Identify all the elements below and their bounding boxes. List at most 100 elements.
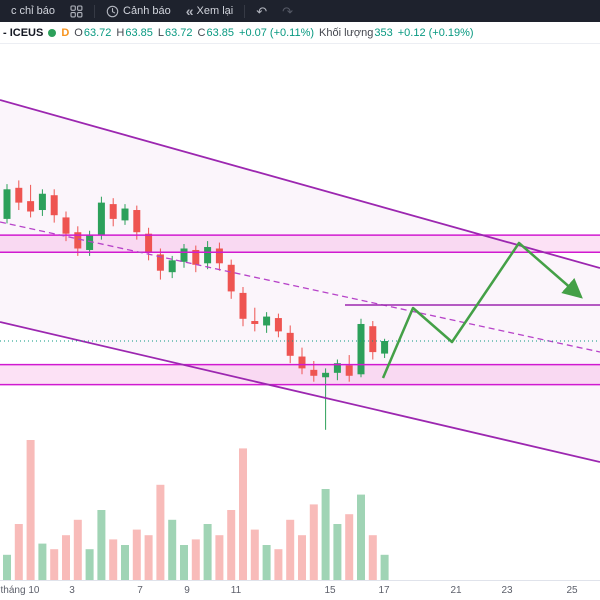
time-axis-label: 25	[566, 585, 578, 596]
time-axis-label: 11	[230, 585, 242, 596]
candle	[310, 369, 318, 376]
volume-bar	[286, 519, 295, 580]
volume-bar	[85, 549, 94, 580]
volume-bar	[309, 504, 318, 580]
low-value: L 63.72	[157, 26, 193, 39]
time-axis[interactable]: tháng 10 3 7 9 11 15 17 21 23 25	[0, 580, 600, 600]
redo-icon: ↷	[282, 3, 294, 19]
candle	[192, 249, 200, 265]
candle	[322, 372, 330, 378]
volume-bar	[262, 545, 271, 580]
redo-button[interactable]: ↷	[275, 0, 300, 22]
candle	[74, 232, 82, 249]
volume-bar	[14, 524, 23, 580]
symbol-info-bar: - ICEUS D O 63.72 H 63.85 L 63.72 C 63.85 +0…	[0, 22, 600, 44]
replay-label: Xem lại	[196, 5, 234, 17]
time-axis-label: 15	[324, 585, 336, 596]
candle	[145, 233, 153, 253]
candle	[27, 201, 35, 212]
candle	[286, 332, 294, 356]
volume-bar	[345, 514, 354, 580]
candle	[369, 326, 377, 353]
volume-bar	[321, 489, 330, 580]
volume-bar	[144, 535, 153, 580]
top-toolbar: c chỉ báo Cảnh báo « Xem lại ↶ ↷	[0, 0, 600, 22]
time-axis-label: 3	[69, 585, 75, 596]
indicators-label: c chỉ báo	[11, 5, 56, 17]
volume-bar	[26, 440, 35, 580]
volume-bar	[97, 510, 106, 580]
candle	[97, 202, 105, 236]
volume-bar	[73, 519, 82, 580]
candle	[3, 189, 11, 219]
volume-bar	[203, 524, 212, 580]
alert-clock-icon	[106, 5, 119, 18]
volume-readout: Khối lượng 353	[319, 27, 393, 39]
candle	[263, 316, 271, 326]
undo-button[interactable]: ↶	[249, 0, 274, 22]
candle	[204, 247, 212, 264]
candle	[109, 204, 117, 219]
layout-grid-button[interactable]	[63, 0, 90, 22]
time-axis-label: 23	[501, 585, 513, 596]
volume-bar	[274, 549, 283, 580]
volume-bar	[191, 539, 200, 580]
alert-label: Cảnh báo	[123, 5, 171, 17]
candle	[274, 318, 282, 332]
trendline-upper[interactable]	[0, 99, 600, 269]
price-chart-canvas[interactable]	[0, 44, 600, 580]
volume-bar	[168, 519, 177, 580]
time-axis-label: 17	[378, 585, 390, 596]
candle	[180, 248, 188, 262]
candle	[333, 363, 341, 373]
projection-arrow[interactable]	[381, 241, 583, 379]
candle	[15, 187, 23, 203]
volume-bar	[132, 529, 141, 580]
indicators-button[interactable]: c chỉ báo	[4, 0, 62, 22]
close-value: C 63.85	[197, 26, 235, 39]
market-status-icon	[48, 28, 57, 37]
candle	[239, 292, 247, 319]
candle	[121, 208, 129, 221]
time-axis-label: 7	[137, 585, 143, 596]
undo-icon: ↶	[256, 3, 268, 19]
volume-bar	[333, 524, 342, 580]
volume-change: +0.12 (+0.19%)	[397, 26, 474, 39]
price-zone	[0, 364, 600, 385]
volume-bar	[121, 545, 129, 580]
volume-bar	[215, 535, 224, 580]
trendline-lower[interactable]	[0, 321, 600, 463]
open-value: O 63.72	[74, 26, 112, 39]
volume-bar	[156, 484, 165, 580]
replay-button[interactable]: « Xem lại	[179, 0, 240, 22]
volume-bar	[250, 529, 259, 580]
candle	[345, 365, 353, 376]
candle	[86, 235, 94, 250]
volume-bar	[109, 539, 118, 580]
volume-bar	[38, 543, 47, 580]
time-axis-label: tháng 10	[0, 585, 40, 596]
price-change: +0.07 (+0.11%)	[239, 26, 315, 39]
toolbar-divider	[244, 4, 246, 18]
volume-value: 353	[374, 26, 393, 39]
toolbar-divider	[94, 4, 96, 18]
channel-fill	[0, 100, 600, 462]
trendline-mid-dashed[interactable]	[0, 221, 600, 353]
candle	[227, 264, 235, 292]
candle	[50, 195, 58, 216]
interval-badge[interactable]: D	[61, 26, 70, 39]
volume-bar	[227, 510, 236, 580]
candle	[168, 260, 176, 273]
symbol-name[interactable]: - ICEUS	[3, 26, 44, 39]
volume-bar	[3, 554, 11, 580]
volume-bar	[380, 554, 389, 580]
alert-button[interactable]: Cảnh báo	[99, 0, 178, 22]
volume-bar	[239, 448, 247, 580]
candle	[357, 323, 365, 375]
volume-bar	[50, 549, 59, 580]
candle	[215, 248, 223, 264]
candle	[156, 254, 164, 271]
replay-icon: «	[185, 3, 194, 19]
candle	[62, 217, 70, 234]
volume-bar	[298, 535, 306, 580]
